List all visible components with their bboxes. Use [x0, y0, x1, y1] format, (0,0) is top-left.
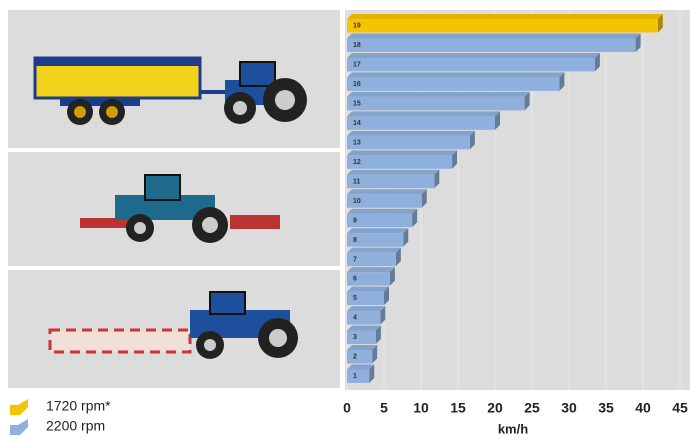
- bar: [347, 97, 525, 110]
- gear-label: 6: [353, 276, 357, 283]
- bar-top: [347, 111, 500, 116]
- bar: [347, 350, 372, 363]
- gear-label: 13: [353, 139, 361, 146]
- bar-top: [347, 267, 395, 272]
- gear-label: 9: [353, 217, 357, 224]
- gear-label: 11: [353, 178, 361, 185]
- bar-top: [347, 150, 457, 155]
- bar: [347, 58, 595, 71]
- bar-top: [347, 248, 401, 253]
- bar-top: [347, 326, 381, 331]
- bar: [347, 136, 470, 149]
- bar: [347, 155, 452, 168]
- legend-swatch: [10, 419, 28, 435]
- bar: [347, 38, 636, 51]
- bar-top: [347, 228, 408, 233]
- x-axis-label: km/h: [498, 421, 528, 436]
- tractor-panels: [8, 10, 340, 388]
- gear-label: 4: [353, 315, 357, 322]
- x-tick-label: 15: [450, 400, 466, 416]
- bar: [347, 331, 376, 344]
- bar: [347, 77, 559, 90]
- x-tick-label: 40: [635, 400, 651, 416]
- x-tick-label: 10: [413, 400, 429, 416]
- bar-top: [347, 306, 385, 311]
- gear-label: 5: [353, 295, 357, 302]
- gear-label: 1: [353, 373, 357, 380]
- bar: [347, 370, 369, 383]
- gear-label: 19: [353, 23, 361, 30]
- gear-label: 15: [353, 100, 361, 107]
- x-tick-label: 0: [343, 400, 351, 416]
- bar: [347, 116, 495, 129]
- gear-label: 14: [353, 120, 361, 127]
- gear-label: 16: [353, 81, 361, 88]
- x-tick-label: 45: [672, 400, 688, 416]
- bar-top: [347, 33, 641, 38]
- bar-top: [347, 170, 439, 175]
- legend-label: 2200 rpm: [46, 418, 105, 434]
- bar-top: [347, 189, 427, 194]
- bar-top: [347, 92, 530, 97]
- gear-label: 7: [353, 256, 357, 263]
- bar-top: [347, 209, 417, 214]
- gear-label: 10: [353, 198, 361, 205]
- gear-label: 17: [353, 62, 361, 69]
- bar-top: [347, 72, 564, 77]
- bar: [347, 311, 380, 324]
- bar-top: [347, 53, 600, 58]
- bar: [347, 19, 658, 32]
- gear-label: 12: [353, 159, 361, 166]
- gear-label: 2: [353, 354, 357, 361]
- x-tick-label: 20: [487, 400, 503, 416]
- bar-top: [347, 345, 377, 350]
- x-tick-label: 5: [380, 400, 388, 416]
- bar-top: [347, 131, 475, 136]
- legend-label: 1720 rpm*: [46, 398, 111, 414]
- gear-label: 3: [353, 334, 357, 341]
- legend-swatch: [10, 399, 28, 415]
- chart: 051015202530354045km/h191720 rpm*1234567…: [0, 0, 694, 441]
- x-tick-label: 35: [598, 400, 614, 416]
- bar-top: [347, 287, 389, 292]
- gear-label: 8: [353, 237, 357, 244]
- x-tick-label: 30: [561, 400, 577, 416]
- x-tick-label: 25: [524, 400, 540, 416]
- bar-top: [347, 14, 663, 19]
- gear-label: 18: [353, 42, 361, 49]
